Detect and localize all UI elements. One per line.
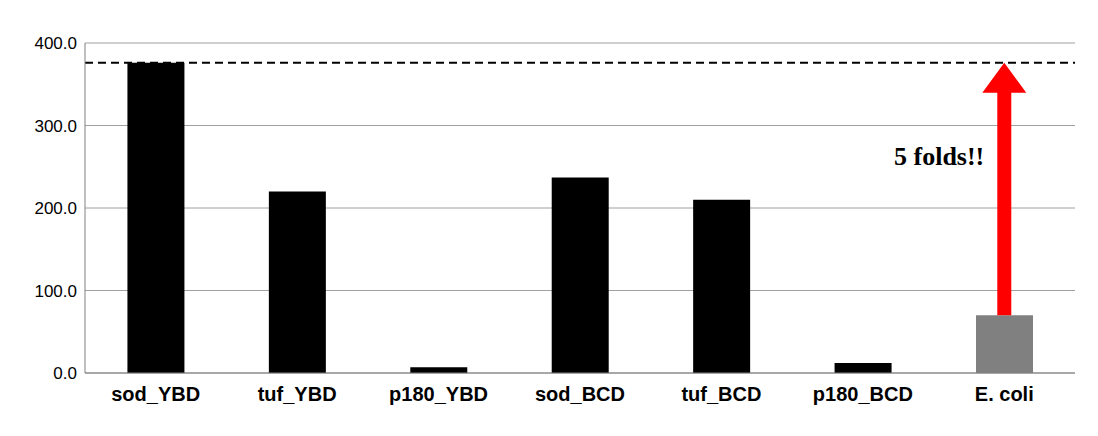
svg-text:p180_BCD: p180_BCD — [813, 383, 913, 405]
svg-text:E. coli: E. coli — [975, 383, 1034, 405]
svg-text:200.0: 200.0 — [34, 199, 77, 218]
svg-text:100.0: 100.0 — [34, 282, 77, 301]
svg-text:tuf_BCD: tuf_BCD — [681, 383, 761, 405]
svg-text:sod_YBD: sod_YBD — [111, 383, 200, 405]
svg-text:p180_YBD: p180_YBD — [389, 383, 488, 405]
svg-text:5 folds!!: 5 folds!! — [894, 142, 984, 171]
svg-text:sod_BCD: sod_BCD — [535, 383, 625, 405]
svg-text:300.0: 300.0 — [34, 117, 77, 136]
svg-text:tuf_YBD: tuf_YBD — [258, 383, 337, 405]
svg-text:400.0: 400.0 — [34, 34, 77, 53]
svg-text:0.0: 0.0 — [53, 364, 77, 383]
